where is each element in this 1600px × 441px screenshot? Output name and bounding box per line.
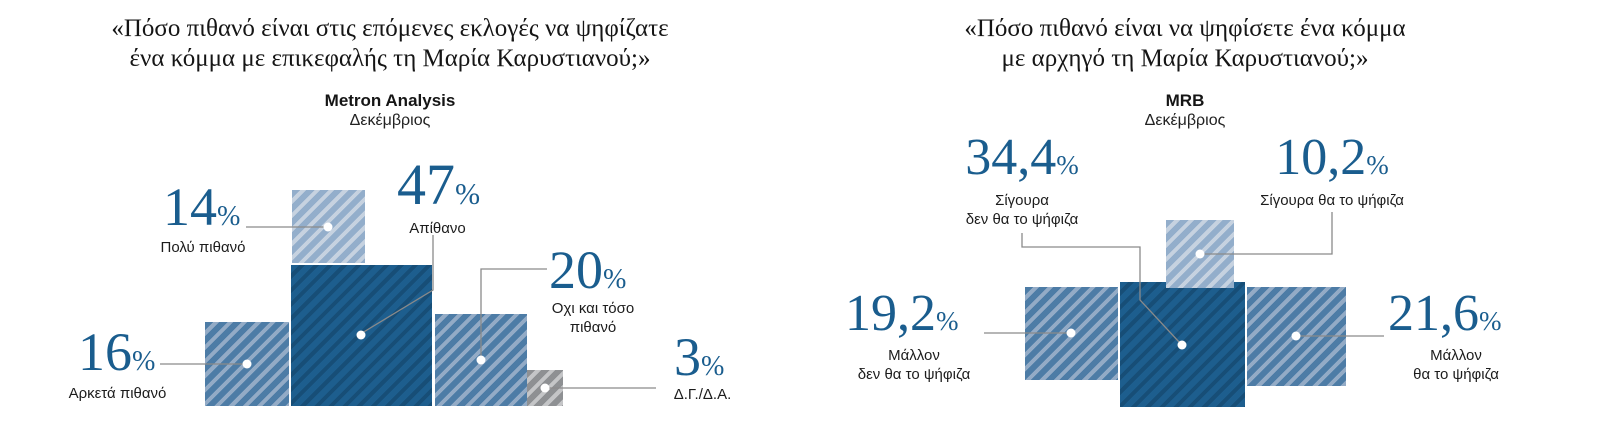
value-prob-yes: 21,6% xyxy=(1388,285,1502,342)
source-period: Δεκέμβριος xyxy=(349,112,431,129)
label-very-likely: Πολύ πιθανό xyxy=(160,239,246,256)
label-prob-not: Μάλλον δεν θα το ψήφιζα xyxy=(857,347,971,383)
chart-title-left: «Πόσο πιθανό είναι στις επόμενες εκλογές… xyxy=(55,14,725,74)
label-not-so-likely: Οχι και τόσο πιθανό xyxy=(551,300,635,336)
callout-line-not-so-likely xyxy=(480,268,547,359)
label-dk-na: Δ.Γ./Δ.Α. xyxy=(673,386,732,403)
callout-dot-very-likely xyxy=(323,222,333,232)
callout-dot-dk-na xyxy=(540,383,550,393)
percent-sign: % xyxy=(603,264,627,295)
source-name: Metron Analysis xyxy=(324,91,456,110)
percent-sign: % xyxy=(132,346,156,377)
value-unlikely: 47% xyxy=(397,152,481,217)
callout-line-unlikely xyxy=(361,235,434,334)
value-def-not: 34,4% xyxy=(965,129,1079,186)
label-prob-yes: Μάλλον θα το ψήφιζα xyxy=(1413,347,1499,383)
title-line-2: με αρχηγό τη Μαρία Καρυστιανού;» xyxy=(1001,45,1369,72)
callout-dot-prob-not xyxy=(1066,328,1076,338)
value-def-yes: 10,2% xyxy=(1275,129,1389,186)
callout-dot-def-yes xyxy=(1195,249,1205,259)
callout-line-def-yes xyxy=(1204,212,1333,255)
value-dk-na: 3% xyxy=(674,327,725,387)
title-line-2: ένα κόμμα με επικεφαλής τη Μαρία Καρυστι… xyxy=(129,45,651,72)
percent-sign: % xyxy=(1479,306,1502,336)
callout-line-def-not xyxy=(1021,233,1181,344)
value-quite-likely: 16% xyxy=(78,322,156,382)
value-not-so-likely: 20% xyxy=(549,240,627,300)
label-def-yes: Σίγουρα θα το ψήφιζα xyxy=(1260,192,1404,209)
percent-sign: % xyxy=(1056,150,1079,180)
percent-sign: % xyxy=(1366,150,1389,180)
callout-dot-unlikely xyxy=(356,330,366,340)
value-very-likely: 14% xyxy=(163,177,241,237)
percent-sign: % xyxy=(701,351,725,382)
callout-dot-quite-likely xyxy=(242,359,252,369)
source-block-left: Metron Analysis Δεκέμβριος xyxy=(255,90,525,131)
percent-sign: % xyxy=(936,306,959,336)
value-prob-not: 19,2% xyxy=(845,285,959,342)
label-unlikely: Απίθανο xyxy=(409,220,466,237)
percent-sign: % xyxy=(217,201,241,232)
source-name: MRB xyxy=(1165,91,1205,110)
callout-dot-def-not xyxy=(1177,340,1187,350)
source-block-right: MRB Δεκέμβριος xyxy=(1050,90,1320,131)
percent-sign: % xyxy=(455,177,481,211)
label-def-not: Σίγουρα δεν θα το ψήφιζα xyxy=(965,192,1079,228)
source-period: Δεκέμβριος xyxy=(1144,112,1226,129)
title-line-1: «Πόσο πιθανό είναι να ψηφίσετε ένα κόμμα xyxy=(964,15,1406,42)
callout-dot-prob-yes xyxy=(1291,331,1301,341)
label-quite-likely: Αρκετά πιθανό xyxy=(68,385,167,402)
callout-dot-not-so-likely xyxy=(476,355,486,365)
chart-title-right: «Πόσο πιθανό είναι να ψηφίσετε ένα κόμμα… xyxy=(880,14,1490,74)
title-line-1: «Πόσο πιθανό είναι στις επόμενες εκλογές… xyxy=(111,15,669,42)
